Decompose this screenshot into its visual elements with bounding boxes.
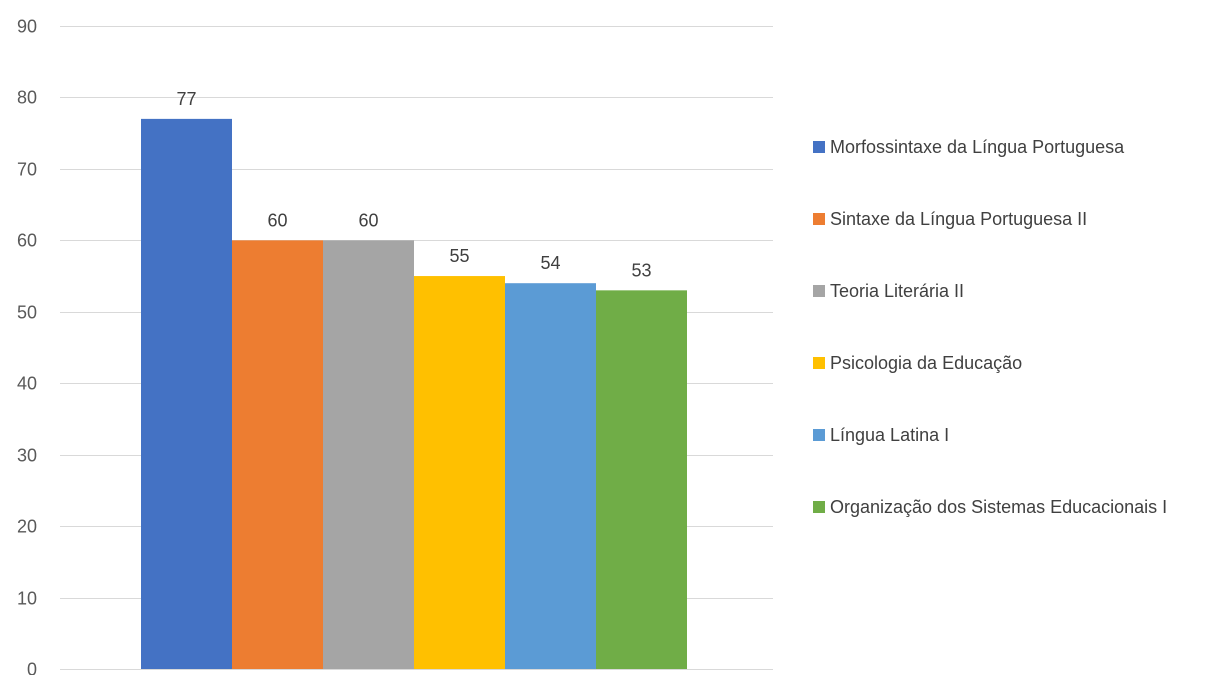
legend-label: Língua Latina I [830,425,950,445]
y-tick-label: 0 [27,660,37,675]
y-tick-label: 20 [17,517,37,537]
legend-swatch [813,501,825,513]
legend-item: Teoria Literária II [813,278,1190,304]
bar [141,118,232,669]
legend-label: Organização dos Sistemas Educacionais I [830,497,1168,517]
legend-swatch [813,285,825,297]
data-label: 77 [176,89,196,109]
legend-label: Morfossintaxe da Língua Portuguesa [830,137,1125,157]
y-axis-tick-labels: 0 10 20 30 40 50 60 70 80 90 [17,17,37,675]
legend-swatch [813,141,825,153]
legend-item: Língua Latina I [813,422,1190,448]
y-tick-label: 30 [17,446,37,466]
data-labels: 77 60 60 55 54 53 [176,89,651,280]
legend-label: Psicologia da Educação [830,353,1023,373]
y-tick-label: 40 [17,374,37,394]
bar [505,283,596,669]
data-label: 60 [358,210,378,230]
legend-item: Organização dos Sistemas Educacionais I [813,494,1190,520]
legend-item: Psicologia da Educação [813,350,1190,376]
y-tick-label: 80 [17,88,37,108]
bar [596,290,687,669]
data-label: 54 [540,253,560,273]
legend-item: Sintaxe da Língua Portuguesa II [813,206,1190,232]
legend-label: Teoria Literária II [830,281,965,301]
y-tick-label: 90 [17,17,37,37]
bar [323,240,414,670]
y-tick-label: 50 [17,303,37,323]
legend-swatch [813,213,825,225]
bar [414,276,505,669]
y-tick-label: 70 [17,160,37,180]
data-label: 55 [449,246,469,266]
y-tick-label: 60 [17,231,37,251]
legend-item: Morfossintaxe da Língua Portuguesa [813,134,1190,160]
y-tick-label: 10 [17,589,37,609]
bar [232,240,323,670]
data-label: 60 [267,210,287,230]
data-label: 53 [631,260,651,280]
legend-label: Sintaxe da Língua Portuguesa II [830,209,1088,229]
legend-swatch [813,429,825,441]
bars [141,118,687,670]
legend-swatch [813,357,825,369]
